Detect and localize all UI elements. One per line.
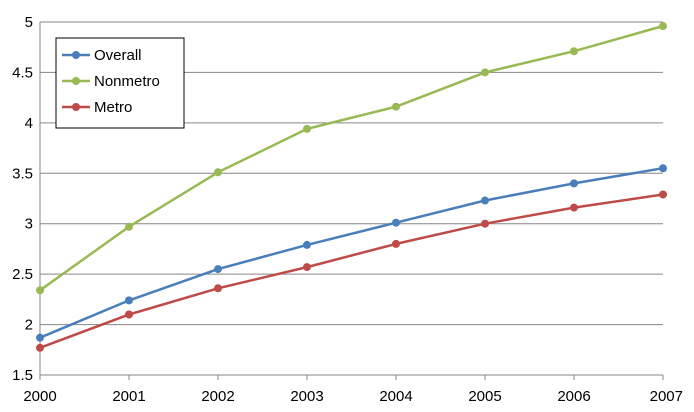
y-tick-label: 5 — [25, 14, 33, 31]
data-point — [36, 286, 44, 295]
legend: Overall Nonmetro Metro — [55, 37, 185, 129]
data-point — [303, 124, 311, 133]
data-point — [659, 164, 667, 173]
data-point — [125, 296, 133, 305]
data-point — [392, 239, 400, 248]
legend-label: Nonmetro — [94, 73, 160, 90]
series-metro — [36, 190, 667, 352]
data-point — [303, 263, 311, 272]
series-line — [39, 166, 664, 339]
x-tick-label: 2006 — [557, 388, 590, 405]
legend-swatch-marker — [72, 77, 80, 85]
data-point — [481, 68, 489, 77]
series-overall — [36, 164, 667, 342]
data-point — [214, 265, 222, 274]
data-point — [214, 284, 222, 293]
x-tick-label: 2001 — [112, 388, 145, 405]
data-point — [36, 333, 44, 342]
data-point — [570, 47, 578, 56]
data-point — [659, 22, 667, 31]
series-line — [39, 193, 664, 349]
legend-swatch-marker — [72, 51, 80, 59]
data-point — [481, 196, 489, 205]
x-tick-label: 2003 — [290, 388, 323, 405]
data-point — [392, 218, 400, 227]
x-tick-label: 2004 — [379, 388, 412, 405]
y-tick-label: 3 — [25, 216, 33, 233]
data-point — [214, 168, 222, 177]
series-nonmetro — [36, 22, 667, 295]
y-tick-label: 2.5 — [12, 266, 33, 283]
legend-item-metro: Metro — [62, 99, 132, 116]
data-point — [659, 190, 667, 199]
data-point — [392, 102, 400, 111]
x-tick-label: 2000 — [23, 388, 56, 405]
data-point — [481, 219, 489, 228]
y-tick-label: 2 — [25, 317, 33, 334]
legend-label: Metro — [94, 99, 132, 116]
axes: 1.5 2 2.5 3 3.5 4 4.5 5 2000 2001 2002 2003 2004 2005… — [12, 14, 683, 405]
y-tick-label: 4.5 — [12, 64, 33, 81]
data-point — [570, 179, 578, 188]
data-point — [570, 203, 578, 212]
legend-item-nonmetro: Nonmetro — [62, 73, 160, 90]
series-lines — [36, 22, 667, 352]
data-point — [125, 310, 133, 319]
x-tick-label: 2007 — [650, 388, 683, 405]
x-tick-label: 2002 — [201, 388, 234, 405]
y-tick-label: 4 — [25, 115, 33, 132]
x-tick-label: 2005 — [468, 388, 501, 405]
data-point — [303, 240, 311, 249]
legend-label: Overall — [94, 47, 142, 64]
data-point — [36, 343, 44, 352]
legend-item-overall: Overall — [62, 47, 142, 64]
y-tick-label: 3.5 — [12, 165, 33, 182]
y-tick-label: 1.5 — [12, 367, 33, 384]
series-line — [39, 24, 664, 292]
data-point — [125, 222, 133, 231]
legend-swatch-marker — [72, 103, 80, 111]
